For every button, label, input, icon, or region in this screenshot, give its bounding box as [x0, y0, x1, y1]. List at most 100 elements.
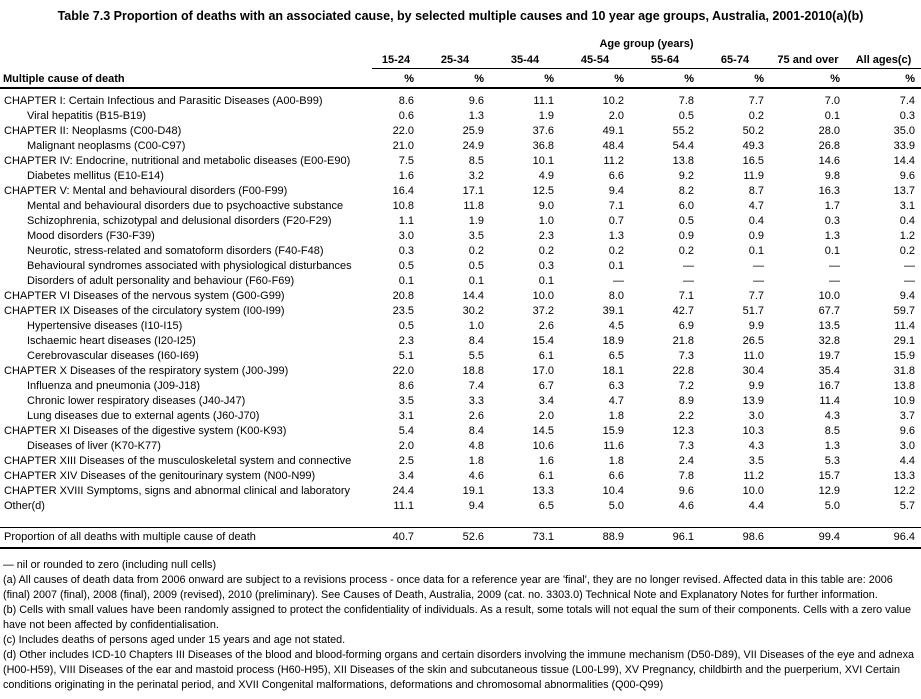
column-header: 75 and over [770, 50, 846, 69]
total-cell-value: 73.1 [490, 527, 560, 549]
cell-value: 51.7 [742, 305, 764, 317]
cell-value: 3.0 [398, 230, 414, 242]
table-row: CHAPTER I: Certain Infectious and Parasi… [0, 88, 921, 109]
column-header: All ages(c) [846, 50, 921, 69]
cell-value: 11.8 [463, 200, 484, 212]
cell-value: 0.1 [748, 245, 764, 257]
table-row: Other(d) 11.1 9.4 6.5 5.0 4.6 4.4 5.0 5.7 [0, 499, 921, 514]
cell-value: 31.8 [893, 365, 916, 377]
cell-value: 26.5 [742, 335, 764, 347]
cell-value: 3.1 [899, 200, 916, 212]
row-label: CHAPTER V: Mental and behavioural disord… [4, 185, 288, 197]
cell-value: 16.3 [818, 185, 840, 197]
cell-value: 1.6 [398, 170, 414, 182]
unit-header-row: Multiple cause of death %%%%%%%% [0, 68, 921, 89]
cell-value: — [683, 260, 694, 272]
cell-value: 8.4 [468, 425, 484, 437]
cell-value: 16.5 [742, 155, 764, 167]
cell-value: 18.8 [462, 365, 484, 377]
cell-value: 1.3 [824, 230, 840, 242]
cell-value: 6.7 [538, 380, 554, 392]
cell-value: 1.0 [538, 215, 554, 227]
row-label: Mental and behavioural disorders due to … [27, 200, 344, 212]
cell-value: 2.3 [538, 230, 554, 242]
cell-value: 6.9 [678, 320, 694, 332]
cell-value: 3.4 [538, 395, 554, 407]
cell-value: 3.0 [748, 410, 764, 422]
cell-value: 2.3 [398, 335, 414, 347]
column-header: 35-44 [490, 50, 560, 69]
table-row: CHAPTER XVIII Symptoms, signs and abnorm… [0, 484, 921, 499]
table-header: Age group (years) 15-24 25-34 35-44 45-54 55… [0, 35, 921, 89]
cell-value: 13.3 [532, 485, 554, 497]
cell-value: 24.9 [462, 140, 484, 152]
cell-value: 54.4 [672, 140, 694, 152]
cell-value: 11.1 [533, 95, 554, 107]
cell-value: 0.1 [538, 275, 554, 287]
cell-value: 24.4 [392, 485, 414, 497]
cell-value: 55.2 [672, 125, 694, 137]
row-label: Ischaemic heart diseases (I20-I25) [27, 335, 196, 347]
row-label: Chronic lower respiratory diseases (J40-… [27, 395, 246, 407]
footnote: (a) All causes of death data from 2006 o… [3, 574, 893, 601]
cell-value: 59.7 [893, 305, 916, 317]
cell-value: 67.7 [818, 305, 840, 317]
cell-value: 19.1 [462, 485, 484, 497]
cell-value: 0.9 [678, 230, 694, 242]
cell-value: 2.0 [538, 410, 554, 422]
cell-value: 12.5 [532, 185, 554, 197]
cell-value: 4.9 [538, 170, 554, 182]
row-label: Cerebrovascular diseases (I60-I69) [27, 350, 199, 362]
cell-value: 7.7 [748, 95, 764, 107]
cell-value: 23.5 [392, 305, 414, 317]
cell-value: 8.6 [398, 95, 414, 107]
row-label: CHAPTER IV: Endocrine, nutritional and m… [4, 155, 351, 167]
total-cell-value: 40.7 [372, 527, 420, 549]
cell-value: 5.7 [899, 500, 916, 512]
footnote: (b) Cells with small values have been ra… [3, 604, 911, 631]
cell-value: 1.9 [468, 215, 484, 227]
cell-value: 8.0 [608, 290, 624, 302]
cell-value: — [683, 275, 694, 287]
cell-value: 13.3 [893, 470, 916, 482]
table-row: Influenza and pneumonia (J09-J18) 8.6 7.4 6… [0, 379, 921, 394]
cell-value: 0.5 [678, 110, 694, 122]
cell-value: 3.1 [398, 410, 414, 422]
cell-value: 37.2 [532, 305, 554, 317]
cell-value: 7.3 [678, 440, 694, 452]
row-label: Neurotic, stress-related and somatoform … [27, 245, 324, 257]
cell-value: 7.4 [899, 95, 916, 107]
table-row: Lung diseases due to external agents (J6… [0, 409, 921, 424]
cell-value: 0.1 [824, 245, 840, 257]
cell-value: 6.5 [608, 350, 624, 362]
cell-value: 35.0 [893, 125, 916, 137]
cell-value: 5.4 [398, 425, 414, 437]
unit-cell: % [420, 68, 490, 89]
cell-value: 3.0 [899, 440, 916, 452]
cell-value: 5.0 [824, 500, 840, 512]
table-row: CHAPTER IV: Endocrine, nutritional and m… [0, 154, 921, 169]
cell-value: 5.5 [468, 350, 484, 362]
total-cell-value: 99.4 [770, 527, 846, 549]
cell-value: 10.9 [893, 395, 916, 407]
cell-value: 48.4 [602, 140, 624, 152]
table-row: CHAPTER V: Mental and behavioural disord… [0, 184, 921, 199]
cell-value: 9.9 [748, 320, 764, 332]
cell-value: 13.8 [672, 155, 694, 167]
cell-value: 36.8 [532, 140, 554, 152]
cell-value: 11.9 [743, 170, 764, 182]
cell-value: 21.0 [392, 140, 414, 152]
row-label: CHAPTER XIV Diseases of the genitourinar… [4, 470, 316, 482]
table-row: CHAPTER XI Diseases of the digestive sys… [0, 424, 921, 439]
cell-value: 1.0 [468, 320, 484, 332]
cell-value: 10.0 [742, 485, 764, 497]
footnote: (c) Includes deaths of persons aged unde… [3, 634, 346, 646]
cell-value: 1.6 [538, 455, 554, 467]
cell-value: 11.2 [743, 470, 764, 482]
unit-cell: % [700, 68, 770, 89]
cell-value: 7.8 [678, 95, 694, 107]
spacer-cell [0, 514, 921, 528]
table-body: CHAPTER I: Certain Infectious and Parasi… [0, 88, 921, 528]
cell-value: 2.2 [678, 410, 694, 422]
cell-value: 0.4 [748, 215, 764, 227]
